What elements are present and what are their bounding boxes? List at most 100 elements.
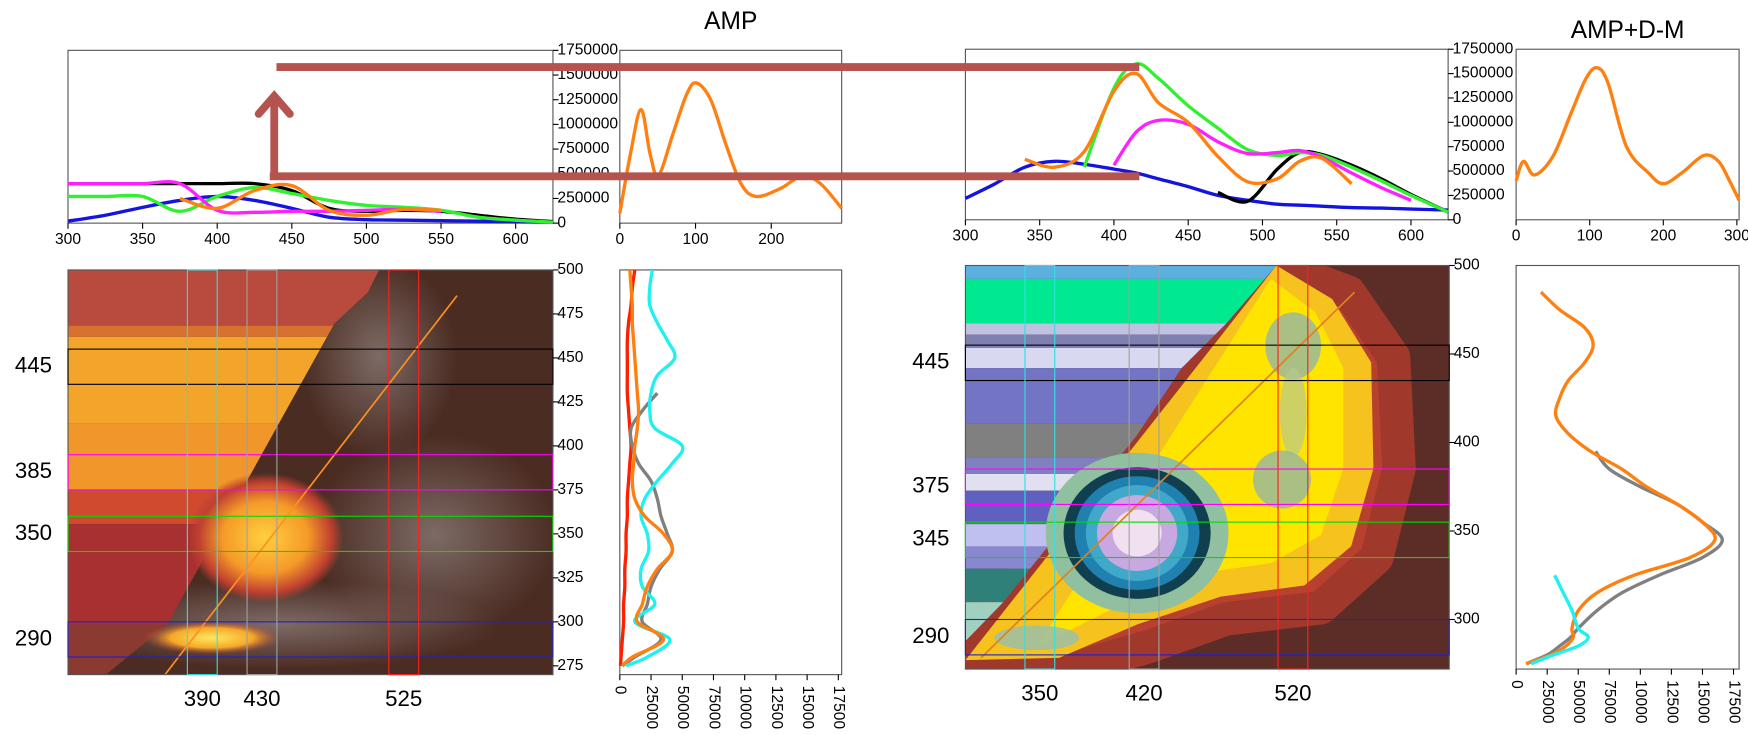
x-tick-label: 450 [279, 231, 305, 248]
y-tick-label: 500000 [1453, 162, 1505, 179]
x-tick-label: 100 [683, 231, 709, 248]
plot-frame [1515, 48, 1740, 221]
y-tick-label: 500 [557, 261, 583, 278]
spectrum-line [1024, 71, 1353, 186]
spectrum-line [179, 182, 442, 217]
column-band [1024, 264, 1056, 670]
x-tick-label: 450 [1175, 228, 1201, 245]
column-label: 350 [1021, 681, 1058, 706]
column-band [1128, 264, 1160, 670]
x-tick-label: 0 [1508, 680, 1525, 689]
spectrum-line [1082, 62, 1449, 214]
chart-layer: 300 350 400 450 500 550 6000250000500000750000… [15, 8, 1748, 730]
row-label: 290 [15, 625, 52, 650]
y-tick-label: 300 [557, 613, 583, 630]
y-tick-label: 325 [557, 569, 583, 586]
y-tick-label: 450 [1454, 345, 1480, 362]
spectrum-line [1112, 118, 1412, 202]
row-label: 445 [15, 353, 52, 378]
y-tick-label: 450 [557, 349, 583, 366]
spectrum-line [1525, 450, 1724, 666]
plot-frame [1515, 264, 1740, 670]
x-tick-label: 50000 [674, 686, 691, 730]
chart-title: AMP [704, 8, 757, 35]
spectrum-line [618, 269, 637, 666]
x-tick-label: 10000 [737, 686, 754, 730]
column-label: 420 [1125, 681, 1162, 706]
column-label: 390 [184, 686, 221, 711]
row-label: 290 [912, 623, 949, 648]
x-tick-label: 17500 [830, 686, 847, 730]
row-label: 350 [15, 520, 52, 545]
column-label: 525 [385, 686, 422, 711]
row-band [964, 344, 1450, 382]
y-tick-label: 300 [1454, 611, 1480, 628]
spectrum-line [1525, 290, 1717, 666]
spectrum-line [1514, 65, 1741, 202]
heatmap-right [965, 265, 1450, 670]
x-tick-label: 10000 [1632, 680, 1649, 724]
x-tick-label: 12500 [768, 686, 785, 730]
x-tick-label: 300 [55, 231, 81, 248]
x-tick-label: 200 [758, 231, 784, 248]
y-tick-label: 1250000 [1453, 89, 1514, 106]
spectrum-line [1530, 574, 1590, 666]
spectrum-line [621, 269, 675, 668]
y-tick-label: 425 [557, 393, 583, 410]
x-tick-label: 15000 [799, 686, 816, 730]
heatmap-left [68, 269, 553, 675]
column-band [1277, 264, 1309, 670]
x-tick-label: 300 [952, 228, 978, 245]
y-tick-label: 0 [557, 214, 566, 231]
x-tick-label: 400 [1101, 228, 1127, 245]
row-label: 385 [15, 458, 52, 483]
spectrum-line [625, 269, 685, 668]
x-tick-label: 350 [130, 231, 156, 248]
column-band [186, 269, 218, 676]
plot-frame [964, 48, 1449, 221]
x-tick-label: 17500 [1725, 680, 1742, 724]
x-tick-label: 75000 [705, 686, 722, 730]
row-band [964, 618, 1450, 656]
y-tick-label: 375 [557, 481, 583, 498]
x-tick-label: 300 [1724, 228, 1748, 245]
row-band [67, 621, 554, 658]
row-band [67, 454, 554, 491]
spectrum-line [964, 159, 1449, 212]
y-tick-label: 1500000 [1453, 65, 1514, 82]
x-tick-label: 25000 [1539, 680, 1556, 724]
y-tick-label: 0 [1453, 211, 1462, 228]
row-label: 445 [912, 349, 949, 374]
spectrum-line [68, 185, 554, 224]
x-tick-label: 500 [1249, 228, 1275, 245]
x-tick-label: 100 [1577, 228, 1603, 245]
row-band [67, 515, 554, 553]
plot-frame [67, 49, 554, 224]
y-tick-label: 250000 [557, 190, 609, 207]
x-tick-label: 200 [1650, 228, 1676, 245]
column-band [388, 269, 420, 676]
x-tick-label: 400 [204, 231, 230, 248]
column-band [246, 269, 278, 676]
x-tick-label: 600 [1398, 228, 1424, 245]
y-tick-label: 475 [557, 305, 583, 322]
chart-title: AMP+D-M [1571, 17, 1685, 44]
y-tick-label: 1000000 [557, 116, 618, 133]
y-tick-label: 400 [1454, 434, 1480, 451]
x-tick-label: 75000 [1601, 680, 1618, 724]
column-label: 520 [1274, 681, 1311, 706]
y-tick-label: 350 [557, 525, 583, 542]
plot-frame [619, 49, 843, 224]
x-tick-label: 500 [353, 231, 379, 248]
x-tick-label: 50000 [1570, 680, 1587, 724]
y-tick-label: 750000 [557, 140, 609, 157]
x-tick-label: 0 [615, 231, 624, 248]
x-tick-label: 350 [1027, 228, 1053, 245]
spectrum-line [618, 81, 843, 214]
plot-frame [619, 269, 843, 676]
spectrum-line [67, 194, 553, 224]
row-band [67, 348, 554, 385]
y-tick-label: 275 [557, 657, 583, 674]
